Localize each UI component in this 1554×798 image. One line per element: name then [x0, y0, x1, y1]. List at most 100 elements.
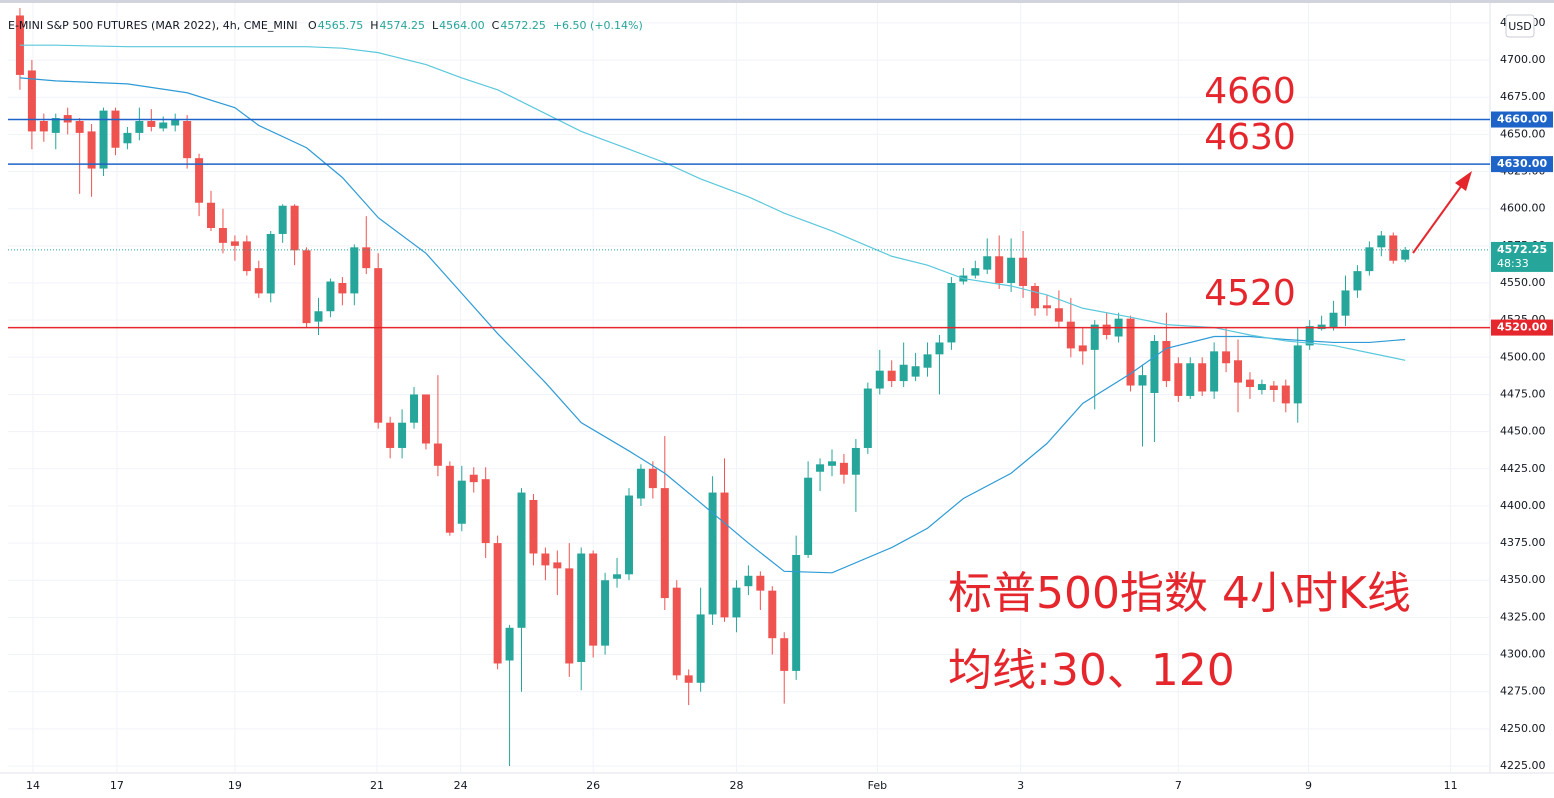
- annotation: 标普500指数 4小时K线: [948, 568, 1411, 619]
- candle-body: [135, 121, 144, 133]
- x-tick-label: 19: [228, 779, 242, 792]
- candle-body: [457, 480, 466, 524]
- candle-body: [839, 462, 848, 475]
- candle-body: [433, 443, 442, 466]
- candle-body: [207, 202, 216, 229]
- x-tick-label: 11: [1444, 779, 1458, 792]
- ohlc-value: 4572.25: [500, 19, 546, 32]
- candle-body: [816, 464, 825, 472]
- y-tick-label: 4475.00: [1500, 387, 1546, 400]
- candle-body: [684, 675, 693, 683]
- candle-body: [39, 121, 48, 132]
- x-tick-label: 21: [370, 779, 384, 792]
- y-tick-label: 4600.00: [1500, 202, 1546, 215]
- last-price-label: 4572.25: [1497, 243, 1547, 256]
- y-tick-label: 4650.00: [1500, 127, 1546, 140]
- candle-body: [1054, 308, 1063, 322]
- candle-body: [159, 122, 168, 129]
- y-tick-label: 4375.00: [1500, 536, 1546, 549]
- candle-body: [827, 461, 836, 466]
- candle-body: [792, 554, 801, 671]
- candle-body: [338, 283, 347, 294]
- candle-body: [147, 121, 156, 127]
- candle-body: [1365, 247, 1374, 272]
- candle-body: [935, 342, 944, 355]
- candle-body: [601, 580, 610, 646]
- candle-body: [171, 119, 180, 126]
- x-tick-label: 28: [729, 779, 743, 792]
- candle-body: [768, 590, 777, 639]
- candle-body: [517, 492, 526, 628]
- candle-body: [541, 553, 550, 566]
- candle-body: [27, 70, 36, 132]
- ohlc-key: H: [370, 19, 379, 32]
- x-tick-label: 9: [1305, 779, 1312, 792]
- y-tick-label: 4225.00: [1500, 759, 1546, 772]
- candle-body: [445, 465, 454, 533]
- candle-body: [1353, 271, 1362, 291]
- candle-body: [613, 574, 622, 579]
- candle-body: [1150, 340, 1159, 393]
- ohlc-value: 4564.00: [439, 19, 485, 32]
- candle-body: [266, 233, 275, 294]
- y-tick-label: 4350.00: [1500, 573, 1546, 586]
- candle-body: [314, 311, 323, 322]
- last-price-box: [1491, 241, 1553, 272]
- candle-body: [218, 228, 227, 243]
- candle-body: [624, 495, 633, 575]
- candle-body: [589, 553, 598, 646]
- candle-body: [1389, 235, 1398, 261]
- y-tick-label: 4700.00: [1500, 53, 1546, 66]
- candle-body: [1066, 321, 1075, 349]
- change: +6.50 (+0.14%): [552, 19, 643, 32]
- candle-body: [374, 268, 383, 423]
- candle-body: [1234, 360, 1243, 383]
- x-tick-label: 26: [586, 779, 600, 792]
- candle-body: [505, 627, 514, 661]
- moving-average: [19, 77, 1406, 574]
- y-tick-label: 4250.00: [1500, 722, 1546, 735]
- candle-body: [481, 479, 490, 544]
- y-tick-label: 4275.00: [1500, 685, 1546, 698]
- symbol-header: E-MINI S&P 500 FUTURES (MAR 2022), 4h, C…: [8, 19, 644, 32]
- annotation: 4520: [1204, 273, 1296, 314]
- candle-body: [1210, 351, 1219, 392]
- x-tick-label: 17: [110, 779, 124, 792]
- candle-body: [1293, 345, 1302, 404]
- y-tick-label: 4450.00: [1500, 425, 1546, 438]
- chart: 4225.00 4250.00 4275.00 4300.00 4325.00 4350.…: [0, 3, 1554, 792]
- candle-body: [290, 205, 299, 251]
- candle-body: [75, 121, 84, 133]
- candle-body: [1401, 249, 1410, 260]
- candle-body: [887, 370, 896, 382]
- annotation: 均线:30、120: [948, 645, 1235, 696]
- candle-body: [1126, 318, 1135, 386]
- arrow: [1412, 184, 1463, 254]
- currency: USD: [1508, 20, 1532, 33]
- price-label-box: [1491, 319, 1553, 336]
- candle-body: [1031, 285, 1040, 309]
- candle-body: [350, 247, 359, 294]
- candle-body: [780, 638, 789, 671]
- candle-body: [469, 474, 478, 483]
- candle-body: [648, 468, 657, 489]
- moving-average: [19, 44, 1406, 361]
- candle-body: [1245, 379, 1254, 388]
- candle-body: [553, 562, 562, 569]
- candle-body: [804, 477, 813, 555]
- candle-body: [1198, 363, 1207, 392]
- y-tick-label: 4400.00: [1500, 499, 1546, 512]
- candle-body: [660, 488, 669, 599]
- candle-body: [971, 268, 980, 276]
- candle-body: [1174, 363, 1183, 396]
- candle-body: [1007, 257, 1016, 283]
- x-tick-label: Feb: [868, 779, 887, 792]
- candle-body: [708, 492, 717, 615]
- candle-body: [111, 110, 120, 148]
- ohlc-value: 4565.75: [317, 19, 364, 32]
- candle-body: [565, 568, 574, 664]
- currency-box[interactable]: [1505, 14, 1535, 38]
- ohlc-value: 4574.25: [379, 19, 426, 32]
- candle-body: [732, 587, 741, 618]
